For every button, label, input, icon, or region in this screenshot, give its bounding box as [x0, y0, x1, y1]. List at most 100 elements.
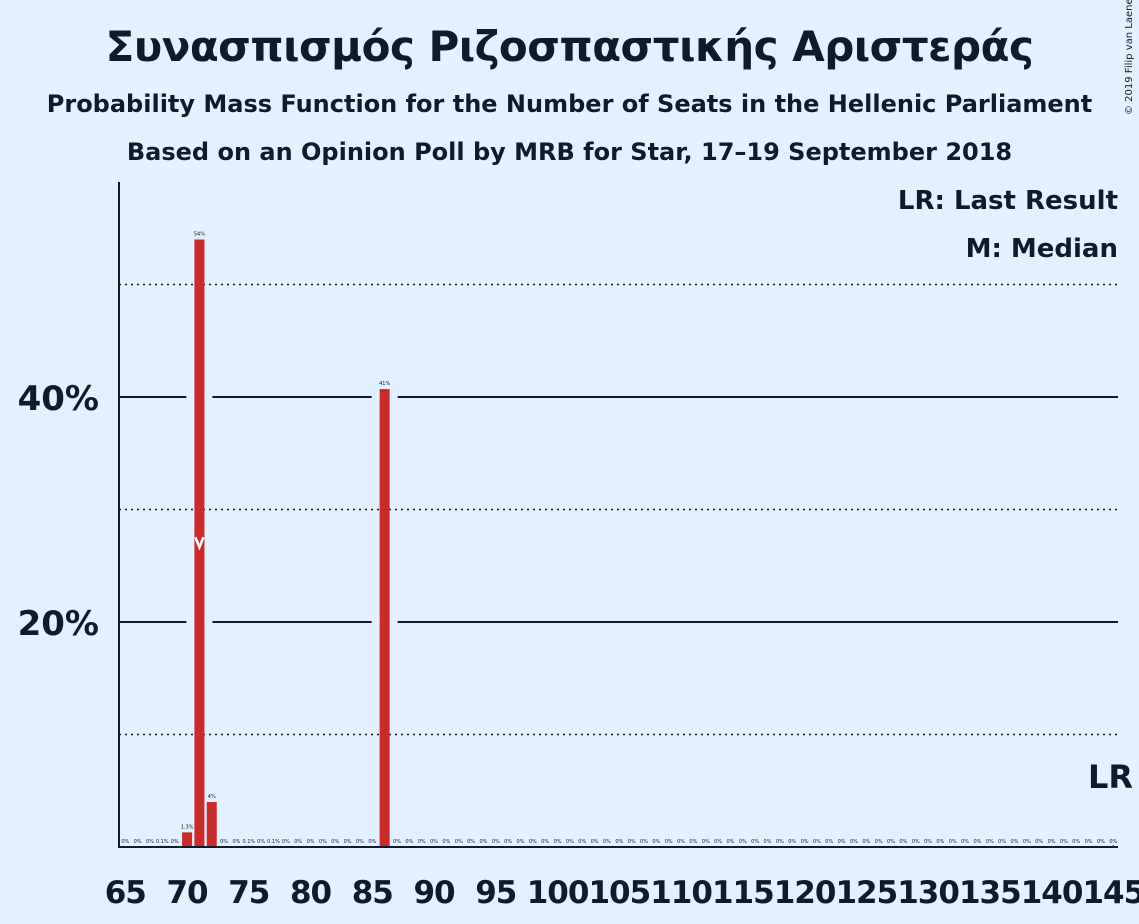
- bar-value-label: 0%: [801, 839, 809, 845]
- bar-value-label: 0%: [146, 839, 154, 845]
- bar-value-label: 0%: [949, 839, 957, 845]
- gridline-gap: [389, 620, 398, 624]
- gridline-gap: [204, 620, 213, 624]
- bar-value-label: 0%: [862, 839, 870, 845]
- bar-value-label: 0%: [739, 839, 747, 845]
- bar-value-label: 0%: [615, 839, 623, 845]
- bar: [379, 389, 390, 847]
- chart-title: Συνασπισμός Ριζοσπαστικής Αριστεράς: [105, 22, 1034, 71]
- bar-value-label: 0%: [1109, 839, 1117, 845]
- x-tick-label: 120: [774, 875, 836, 911]
- bar-value-label: 0%: [282, 839, 290, 845]
- x-tick-label: 95: [475, 875, 516, 911]
- bar-value-label: 0.1%: [156, 839, 169, 845]
- gridline-gap: [186, 395, 195, 399]
- bar-value-label: 0%: [171, 839, 179, 845]
- bar-value-label: 0%: [566, 839, 574, 845]
- median-marker: [194, 536, 205, 551]
- bar: [206, 802, 217, 847]
- legend-last-result: LR: Last Result: [898, 186, 1118, 216]
- bar-value-label: 1.3%: [181, 824, 194, 830]
- x-tick-label: 140: [1021, 875, 1083, 911]
- x-tick-label: 145: [1082, 875, 1139, 911]
- bar-value-label: 0%: [1085, 839, 1093, 845]
- gridline-gap: [186, 620, 195, 624]
- bar-value-label: 0%: [467, 839, 475, 845]
- bar-value-label: 0%: [319, 839, 327, 845]
- bar-value-label: 0%: [961, 839, 969, 845]
- bar-value-label: 4%: [208, 794, 216, 800]
- bar-value-label: 0%: [875, 839, 883, 845]
- chart-subtitle-poll: Based on an Opinion Poll by MRB for Star…: [126, 138, 1013, 166]
- bar-value-label: 0.1%: [242, 839, 255, 845]
- bar-value-label: 0%: [813, 839, 821, 845]
- bar-value-label: 0%: [764, 839, 772, 845]
- bar-value-label: 0%: [492, 839, 500, 845]
- bar-value-label: 0%: [430, 839, 438, 845]
- x-tick-label: 130: [897, 875, 959, 911]
- bar-value-label: 0%: [1048, 839, 1056, 845]
- bar-value-label: 0%: [887, 839, 895, 845]
- bar-value-label: 0%: [1060, 839, 1068, 845]
- bar-value-label: 0%: [418, 839, 426, 845]
- bar-value-label: 0%: [368, 839, 376, 845]
- bar-value-label: 54%: [194, 232, 205, 238]
- last-result-marker: LR: [1088, 758, 1133, 796]
- bar-value-label: 0%: [665, 839, 673, 845]
- x-tick-label: 100: [527, 875, 589, 911]
- bar-value-label: 0%: [1011, 839, 1019, 845]
- bar-value-label: 0%: [541, 839, 549, 845]
- x-tick-label: 75: [228, 875, 269, 911]
- bar-value-label: 0%: [1035, 839, 1043, 845]
- bar-value-label: 0%: [479, 839, 487, 845]
- bar: [182, 832, 193, 847]
- bar-value-label: 0%: [331, 839, 339, 845]
- bar-value-label: 0%: [603, 839, 611, 845]
- bar-value-label: 0%: [554, 839, 562, 845]
- bar-value-label: 0%: [689, 839, 697, 845]
- bar-value-label: 0%: [825, 839, 833, 845]
- bar-value-label: 0%: [442, 839, 450, 845]
- x-tick-label: 105: [588, 875, 650, 911]
- bar-value-label: 0%: [899, 839, 907, 845]
- x-tick-label: 65: [105, 875, 146, 911]
- bar-value-label: 0%: [591, 839, 599, 845]
- bar-value-label: 0%: [356, 839, 364, 845]
- bar-value-label: 41%: [379, 381, 390, 387]
- bar-value-label: 0%: [294, 839, 302, 845]
- bar-value-label: 0%: [973, 839, 981, 845]
- bar-value-label: 0%: [788, 839, 796, 845]
- bar-value-label: 0%: [677, 839, 685, 845]
- bar-value-label: 0%: [640, 839, 648, 845]
- bar-value-label: 0%: [776, 839, 784, 845]
- x-tick-label: 70: [166, 875, 208, 911]
- bar-value-label: 0%: [517, 839, 525, 845]
- bar-value-label: 0%: [344, 839, 352, 845]
- bar-value-label: 0%: [924, 839, 932, 845]
- bar-value-label: 0%: [257, 839, 265, 845]
- bar-value-label: 0%: [1072, 839, 1080, 845]
- x-tick-label: 125: [835, 875, 897, 911]
- bar-value-label: 0%: [232, 839, 240, 845]
- bar-value-label: 0%: [455, 839, 463, 845]
- bar-value-label: 0%: [529, 839, 537, 845]
- bar-value-label: 0%: [998, 839, 1006, 845]
- bar-value-label: 0%: [702, 839, 710, 845]
- gridline-gap: [204, 395, 213, 399]
- gridline-gap: [371, 395, 380, 399]
- bar-value-label: 0%: [912, 839, 920, 845]
- y-tick-label: 20%: [18, 604, 99, 644]
- bar-value-label: 0%: [652, 839, 660, 845]
- gridline-gap: [389, 395, 398, 399]
- bar-value-label: 0%: [986, 839, 994, 845]
- bar-value-label: 0%: [714, 839, 722, 845]
- bar-value-label: 0%: [850, 839, 858, 845]
- bar-value-label: 0%: [504, 839, 512, 845]
- bar-value-label: 0%: [936, 839, 944, 845]
- bar-value-label: 0%: [751, 839, 759, 845]
- gridline-gap: [371, 620, 380, 624]
- bar-value-label: 0%: [838, 839, 846, 845]
- bar-value-label: 0%: [121, 839, 129, 845]
- x-tick-label: 80: [290, 875, 332, 911]
